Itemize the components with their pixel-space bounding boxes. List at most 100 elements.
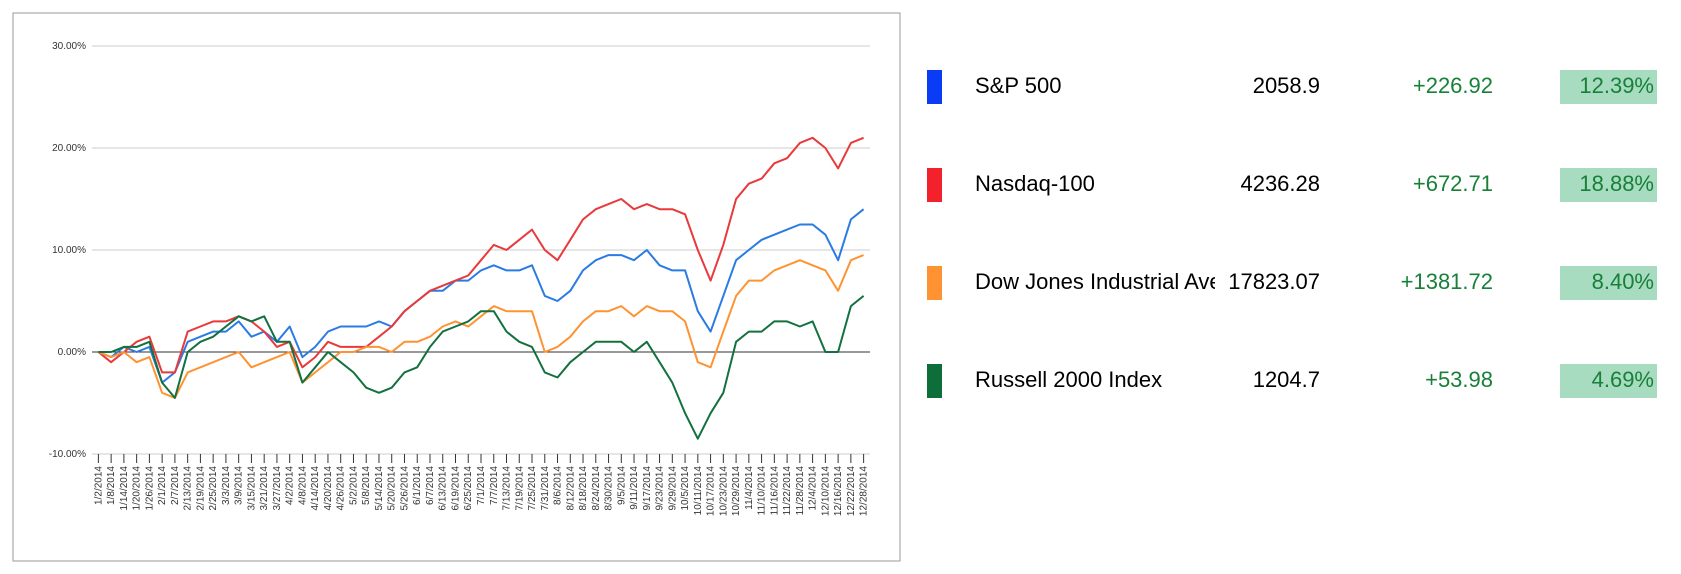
change: +672.71 xyxy=(1413,171,1493,196)
x-tick-label: 7/25/2014 xyxy=(527,466,538,511)
x-tick-label: 6/1/2014 xyxy=(412,466,423,505)
x-tick-label: 10/29/2014 xyxy=(731,466,742,516)
legend-row: Dow Jones Industrial Average xyxy=(975,269,1266,294)
x-tick-label: 12/4/2014 xyxy=(808,466,819,511)
series-line xyxy=(98,208,865,384)
x-tick-label: 7/13/2014 xyxy=(502,466,513,511)
percent-bg xyxy=(1560,168,1657,202)
x-tick-label: 1/14/2014 xyxy=(119,466,130,511)
x-tick-label: 5/26/2014 xyxy=(399,466,410,511)
change: +226.92 xyxy=(1413,73,1493,98)
x-tick-label: 5/20/2014 xyxy=(387,466,398,511)
x-tick-label: 10/17/2014 xyxy=(706,466,717,516)
legend-swatch xyxy=(927,364,942,398)
x-tick-label: 5/14/2014 xyxy=(374,466,385,511)
percent: 18.88% xyxy=(1579,171,1654,196)
x-tick-label: 1/20/2014 xyxy=(132,466,143,511)
legend-swatch xyxy=(927,70,942,104)
x-tick-label: 7/1/2014 xyxy=(476,466,487,505)
x-tick-label: 4/20/2014 xyxy=(323,466,334,511)
x-tick-label: 3/3/2014 xyxy=(221,466,232,505)
x-tick-label: 3/15/2014 xyxy=(246,466,257,511)
x-tick-label: 3/21/2014 xyxy=(259,466,270,511)
x-tick-label: 2/25/2014 xyxy=(208,466,219,511)
legend-swatch xyxy=(927,266,942,300)
percent: 4.69% xyxy=(1592,367,1654,392)
x-tick-label: 7/19/2014 xyxy=(514,466,525,511)
price: 1204.7 xyxy=(1253,367,1320,392)
x-tick-label: 2/19/2014 xyxy=(195,466,206,511)
x-tick-label: 2/7/2014 xyxy=(170,466,181,505)
price: 17823.07 xyxy=(1228,269,1320,294)
change: +53.98 xyxy=(1425,367,1493,392)
x-tick-label: 12/10/2014 xyxy=(820,466,831,516)
x-tick-label: 12/16/2014 xyxy=(833,466,844,516)
x-tick-label: 11/16/2014 xyxy=(769,466,780,516)
x-tick-label: 2/13/2014 xyxy=(183,466,194,511)
x-tick-label: 8/6/2014 xyxy=(553,466,564,505)
x-tick-label: 9/5/2014 xyxy=(616,466,627,505)
x-tick-label: 9/23/2014 xyxy=(655,466,666,511)
price: 4236.28 xyxy=(1240,171,1320,196)
x-tick-label: 8/18/2014 xyxy=(578,466,589,511)
y-tick-label: 0.00% xyxy=(58,347,86,358)
x-tick-label: 9/11/2014 xyxy=(629,466,640,510)
x-tick-label: 12/28/2014 xyxy=(859,466,870,516)
x-tick-label: 4/2/2014 xyxy=(285,466,296,505)
x-tick-label: 2/1/2014 xyxy=(157,466,168,505)
x-tick-label: 7/31/2014 xyxy=(540,466,551,511)
x-tick-label: 11/10/2014 xyxy=(757,466,768,516)
x-tick-label: 10/5/2014 xyxy=(680,466,691,511)
y-tick-label: 10.00% xyxy=(52,245,86,256)
legend-name: Russell 2000 Index xyxy=(975,367,1162,392)
series-line xyxy=(98,295,865,440)
x-tick-label: 5/2/2014 xyxy=(348,466,359,505)
series-line xyxy=(97,136,864,374)
x-tick-label: 10/11/2014 xyxy=(693,466,704,516)
y-tick-label: 30.00% xyxy=(52,41,86,52)
legend-row: S&P 500 xyxy=(975,73,1061,98)
x-tick-label: 12/22/2014 xyxy=(846,466,857,516)
legend-name: Dow Jones Industrial Average xyxy=(975,269,1266,294)
x-tick-label: 6/19/2014 xyxy=(450,466,461,511)
legend-row: Russell 2000 Index xyxy=(975,367,1162,392)
x-tick-label: 1/8/2014 xyxy=(106,466,117,505)
x-tick-label: 11/28/2014 xyxy=(795,466,806,516)
y-tick-label: -10.00% xyxy=(49,449,86,460)
y-tick-label: 20.00% xyxy=(52,143,86,154)
x-tick-label: 7/7/2014 xyxy=(489,466,500,505)
chart-frame xyxy=(12,12,901,562)
percent: 8.40% xyxy=(1592,269,1654,294)
x-tick-label: 11/4/2014 xyxy=(744,466,755,510)
x-tick-label: 9/17/2014 xyxy=(642,466,653,511)
x-tick-label: 4/26/2014 xyxy=(336,466,347,511)
x-tick-label: 4/14/2014 xyxy=(310,466,321,511)
series-line xyxy=(98,254,864,399)
x-tick-label: 8/12/2014 xyxy=(565,466,576,511)
x-tick-label: 3/27/2014 xyxy=(272,466,283,511)
percent: 12.39% xyxy=(1579,73,1654,98)
x-tick-label: 3/9/2014 xyxy=(234,466,245,505)
x-tick-label: 9/29/2014 xyxy=(667,466,678,511)
x-tick-label: 8/24/2014 xyxy=(591,466,602,511)
x-tick-label: 1/2/2014 xyxy=(93,466,104,505)
x-tick-label: 11/22/2014 xyxy=(782,466,793,516)
percent-bg xyxy=(1560,70,1657,104)
x-tick-label: 1/26/2014 xyxy=(144,466,155,511)
legend-swatch xyxy=(927,168,942,202)
percent-bg xyxy=(1560,266,1657,300)
price: 2058.9 xyxy=(1253,73,1320,98)
x-tick-label: 8/30/2014 xyxy=(604,466,615,511)
x-tick-label: 6/13/2014 xyxy=(438,466,449,511)
percent-bg xyxy=(1560,364,1657,398)
x-tick-label: 4/8/2014 xyxy=(297,466,308,505)
legend-row: Nasdaq-100 xyxy=(975,171,1095,196)
x-tick-label: 10/23/2014 xyxy=(718,466,729,516)
legend-name: S&P 500 xyxy=(975,73,1061,98)
x-tick-label: 5/8/2014 xyxy=(361,466,372,505)
legend-name: Nasdaq-100 xyxy=(975,171,1095,196)
change: +1381.72 xyxy=(1401,269,1493,294)
x-tick-label: 6/7/2014 xyxy=(425,466,436,505)
